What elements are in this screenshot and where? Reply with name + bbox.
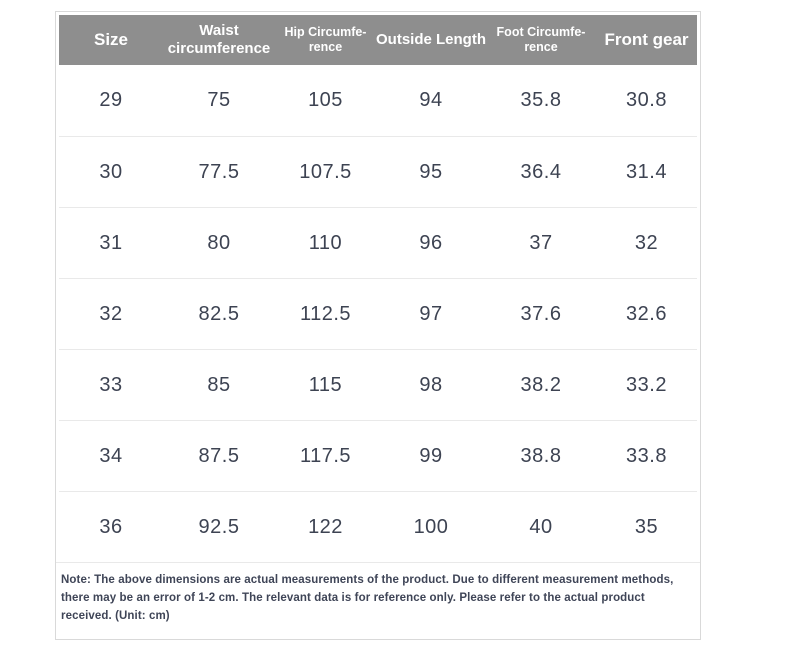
cell-foot: 35.8 (520, 89, 562, 111)
cell-size: 30 (99, 160, 123, 183)
cell-hip: 107.5 (299, 160, 352, 183)
cell-outside-length: 97 (419, 302, 443, 325)
cell-size: 29 (99, 89, 123, 111)
cell-size: 34 (99, 444, 123, 467)
size-table: Size Waist circumference Hip Circumfe-re… (55, 11, 701, 641)
table-row-size-31: 31 80 110 96 37 32 (59, 207, 697, 278)
table-row-size-29: 29 75 105 94 35.8 30.8 (59, 65, 697, 136)
cell-outside-length: 98 (419, 373, 443, 396)
header-cell-hip-circumference: Hip Circumfe-rence (284, 25, 367, 54)
cell-waist: 87.5 (198, 444, 240, 467)
cell-outside-length: 96 (419, 231, 443, 254)
cell-front-gear: 33.8 (626, 444, 667, 467)
header-cell-outside-length: Outside Length (376, 31, 486, 48)
cell-waist: 75 (207, 89, 231, 111)
table-row-size-36: 36 92.5 122 100 40 35 (59, 491, 697, 562)
cell-waist: 85 (207, 373, 231, 396)
cell-waist: 92.5 (198, 515, 240, 538)
table-row-size-32: 32 82.5 112.5 97 37.6 32.6 (59, 278, 697, 349)
header-cell-waist-circumference: Waist circumference (167, 22, 271, 57)
cell-foot: 37 (529, 231, 553, 254)
cell-front-gear: 31.4 (626, 160, 667, 183)
cell-hip: 112.5 (299, 302, 352, 325)
cell-hip: 117.5 (299, 444, 352, 467)
cell-size: 31 (99, 231, 123, 254)
cell-outside-length: 94 (419, 89, 443, 111)
cell-outside-length: 100 (413, 515, 449, 538)
cell-waist: 82.5 (198, 302, 240, 325)
cell-size: 32 (99, 302, 123, 325)
cell-hip: 110 (308, 231, 343, 254)
cell-front-gear: 30.8 (626, 89, 667, 111)
cell-waist: 77.5 (198, 160, 240, 183)
cell-front-gear: 32.6 (626, 302, 667, 325)
cell-front-gear: 33.2 (626, 373, 667, 396)
cell-front-gear: 35 (634, 515, 659, 538)
cell-front-gear: 32 (634, 231, 659, 254)
cell-foot: 38.8 (520, 444, 562, 467)
table-row-size-33: 33 85 115 98 38.2 33.2 (59, 349, 697, 420)
header-cell-front-gear: Front gear (604, 29, 689, 49)
size-table-header-row: Size Waist circumference Hip Circumfe-re… (59, 15, 697, 65)
table-row-size-30: 30 77.5 107.5 95 36.4 31.4 (59, 136, 697, 207)
cell-foot: 37.6 (520, 302, 562, 325)
cell-hip: 105 (308, 89, 343, 111)
cell-hip: 122 (308, 515, 343, 538)
measurement-note: Note: The above dimensions are actual me… (56, 562, 700, 639)
cell-hip: 115 (308, 373, 343, 396)
header-cell-size: Size (93, 29, 129, 49)
cell-foot: 36.4 (520, 160, 562, 183)
cell-outside-length: 99 (419, 444, 443, 467)
cell-foot: 40 (529, 515, 553, 538)
table-row-size-34: 34 87.5 117.5 99 38.8 33.8 (59, 420, 697, 491)
header-cell-foot-circumference: Foot Circumfe-rence (496, 25, 586, 54)
cell-size: 36 (99, 515, 123, 538)
cell-outside-length: 95 (419, 160, 443, 183)
cell-size: 33 (99, 373, 123, 396)
cell-waist: 80 (207, 231, 231, 254)
cell-foot: 38.2 (520, 373, 562, 396)
